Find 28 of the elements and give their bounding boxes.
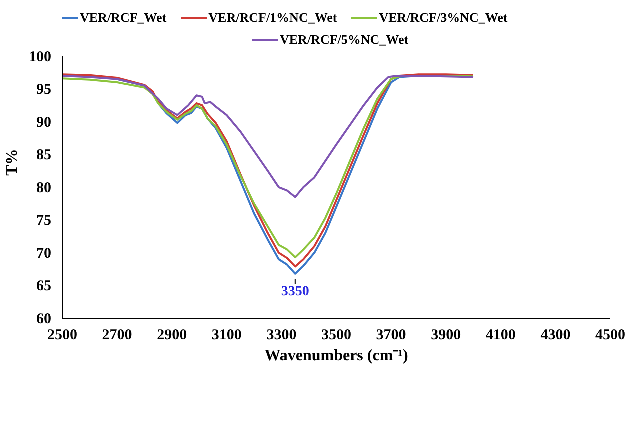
y-tick-label: 85 [36,148,52,164]
x-tick-label: 2900 [157,328,188,344]
x-tick-label: 4100 [486,328,516,344]
y-tick-label: 65 [36,278,52,295]
y-axis-title: T% [4,149,21,176]
x-axis-title: Wavenumbers (cm⁻¹) [264,348,408,364]
x-tick-label: 3100 [212,328,242,344]
y-tick-label: 95 [36,82,52,98]
y-tick-label: 70 [36,246,52,262]
x-tick-label: 4500 [596,328,626,344]
line-series [62,74,474,198]
y-tick-label: 90 [36,114,52,131]
x-tick-label: 2500 [48,328,78,344]
y-tick-label: 80 [36,180,52,196]
x-tick-label: 3500 [322,328,352,344]
x-tick-label: 2700 [102,328,132,344]
legend-label: VER/RCF_Wet [80,10,167,26]
x-tick-label: 3700 [376,328,406,344]
annotation: 3350 [281,284,310,300]
x-tick-label: 3900 [431,328,462,344]
legend-label: VER/RCF/3%NC_Wet [379,10,508,26]
legend-label: VER/RCF/5%NC_Wet [280,32,409,48]
x-tick-label: 4300 [540,328,571,344]
legend-label: VER/RCF/1%NC_Wet [208,10,338,26]
x-tick-label: 3300 [266,328,297,344]
y-tick-label: 60 [36,312,52,328]
y-tick-label: 100 [29,49,52,66]
y-tick-label: 75 [36,213,52,230]
